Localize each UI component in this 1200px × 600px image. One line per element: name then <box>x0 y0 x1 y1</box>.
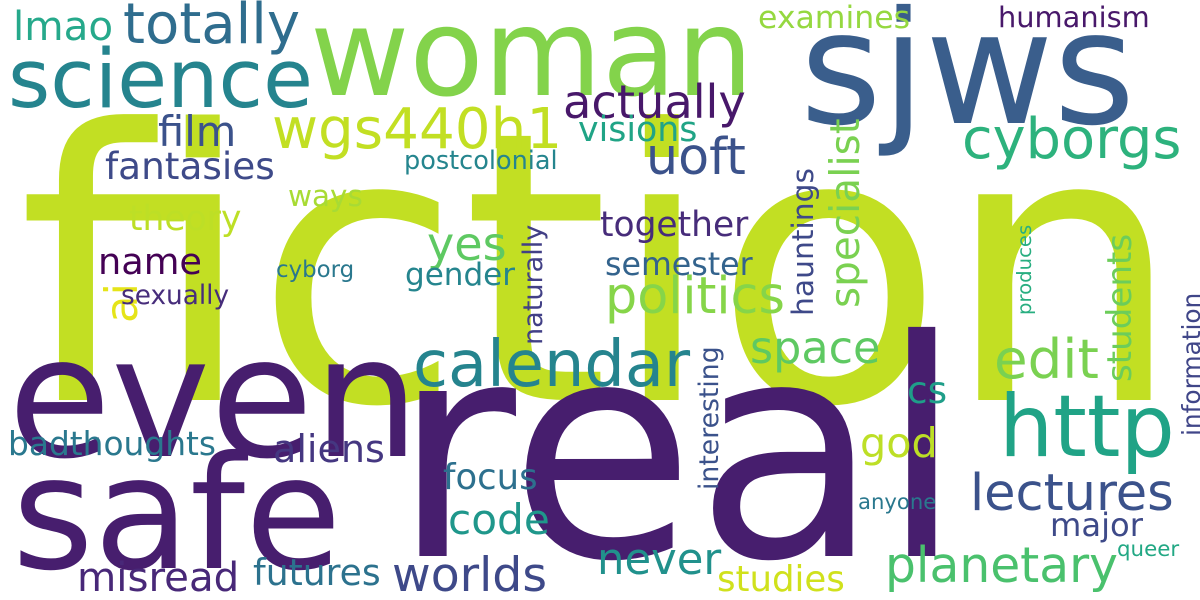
word-politics: politics <box>605 265 785 325</box>
word-futures: futures <box>253 550 381 594</box>
word-uoft: uoft <box>646 126 746 186</box>
word-sjws: sjws <box>800 0 1136 160</box>
word-queer: queer <box>1117 536 1180 562</box>
word-fiction: fiction <box>18 51 1183 490</box>
word-worlds: worlds <box>392 548 547 600</box>
word-fantasies: fantasies <box>105 143 275 188</box>
word-major: major <box>1050 506 1143 545</box>
word-woman: woman <box>310 0 754 124</box>
word-semester: semester <box>605 247 753 284</box>
word-visions: visions <box>578 109 698 150</box>
word-never: never <box>597 535 722 586</box>
word-together: together <box>600 204 749 245</box>
word-gender: gender <box>405 257 516 294</box>
word-code: code <box>448 495 550 545</box>
word-actually: actually <box>563 75 746 130</box>
word-even: even <box>8 299 420 496</box>
word-studies: studies <box>717 558 845 600</box>
word-yes: yes <box>427 217 507 272</box>
word-wgs440h1: wgs440h1 <box>272 96 563 162</box>
word-totally: totally <box>123 0 301 57</box>
word-produces: produces <box>1013 224 1036 315</box>
word-real: real <box>392 276 964 600</box>
word-calendar: calendar <box>413 328 691 403</box>
word-edit: edit <box>994 326 1099 391</box>
word-hauntings: hauntings <box>786 168 821 316</box>
word-postcolonial: postcolonial <box>404 146 558 177</box>
word-lmao: lmao <box>13 1 114 50</box>
word-examines: examines <box>758 0 911 37</box>
word-sexually: sexually <box>121 281 230 312</box>
word-badthoughts: badthoughts <box>8 425 216 464</box>
word-name: name <box>98 239 202 283</box>
word-god: god <box>860 418 938 467</box>
word-naturally: naturally <box>518 224 549 345</box>
word-http: http <box>999 376 1175 477</box>
word-science: science <box>8 33 313 128</box>
word-students: students <box>1100 233 1140 382</box>
word-cyborgs: cyborgs <box>962 106 1182 172</box>
word-safe: safe <box>12 421 342 600</box>
word-lectures: lectures <box>970 463 1174 523</box>
word-interesting: interesting <box>694 346 725 490</box>
word-cs: cs <box>907 367 948 412</box>
word-planetary: planetary <box>885 538 1118 595</box>
word-focus: focus <box>443 456 538 498</box>
word-ways: ways <box>288 179 363 214</box>
word-anyone: anyone <box>858 488 937 514</box>
word-humanism: humanism <box>998 0 1150 35</box>
word-film: film <box>158 107 237 157</box>
word-specialist: specialist <box>821 118 869 308</box>
word-aliens: aliens <box>273 426 385 471</box>
word-cyborg: cyborg <box>276 256 355 283</box>
word-theory: theory <box>129 198 242 239</box>
word-misread: misread <box>77 553 240 600</box>
word-space: space <box>750 323 881 375</box>
word-information: information <box>1177 292 1200 436</box>
